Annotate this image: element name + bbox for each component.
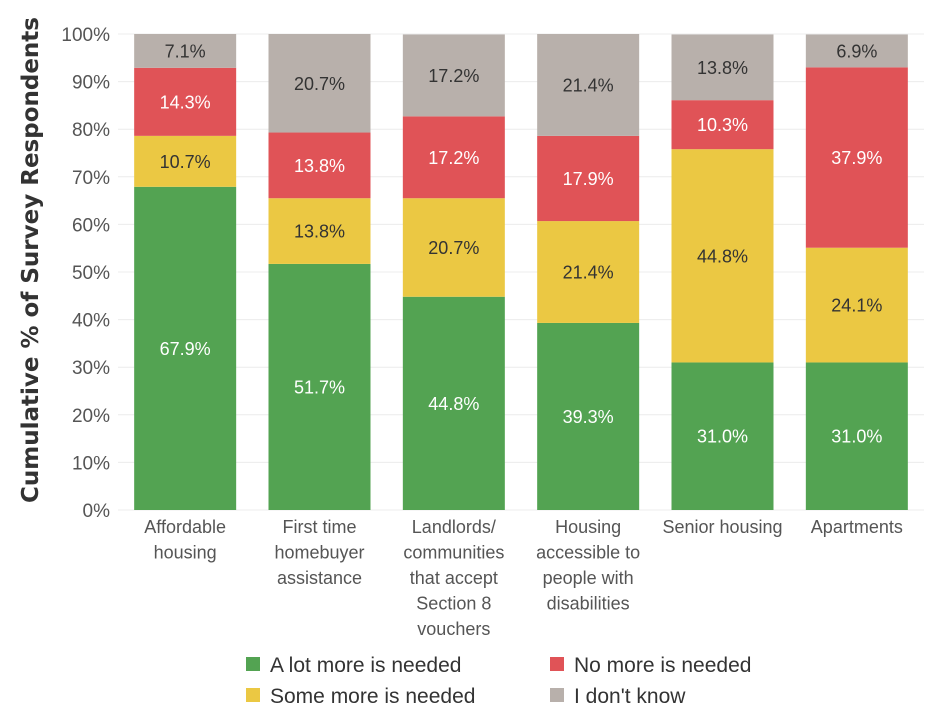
y-axis-label: Cumulative % of Survey Respondents: [18, 17, 44, 503]
data-label: 7.1%: [165, 41, 206, 61]
data-label: 24.1%: [831, 296, 882, 316]
data-label: 14.3%: [160, 92, 211, 112]
data-label: 13.8%: [697, 58, 748, 78]
y-tick-label: 40%: [72, 311, 110, 332]
bar-segment: [402, 198, 505, 297]
legend-swatch: [246, 657, 260, 671]
legend-label: A lot more is needed: [270, 654, 461, 677]
data-label: 10.7%: [160, 152, 211, 172]
legend-item: No more is needed: [550, 654, 751, 677]
y-tick-label: 0%: [83, 501, 111, 522]
legend: A lot more is needed No more is needed Som…: [246, 654, 751, 708]
y-tick-label: 30%: [72, 358, 110, 379]
bar-segment: [805, 67, 908, 248]
data-label: 13.8%: [294, 222, 345, 242]
bar-segment: [671, 100, 774, 150]
bar-segment: [402, 34, 505, 117]
y-tick-label: 70%: [72, 168, 110, 189]
bar-segment: [134, 34, 237, 68]
bar-segment: [134, 67, 237, 136]
y-axis-ticks: 0% 10% 20% 30% 40% 50% 60% 70% 80% 90% 100%: [61, 25, 110, 522]
data-label: 44.8%: [697, 246, 748, 266]
bars: 67.9% 10.7% 14.3% 7.1% 51.7% 13.8% 13.8% 20.7% 4…: [134, 34, 908, 510]
bar-segment: [268, 263, 371, 510]
grid-lines: [118, 33, 924, 511]
data-label: 67.9%: [160, 339, 211, 359]
legend-swatch: [550, 688, 564, 702]
x-tick-label: Apartments: [811, 517, 903, 537]
y-tick-label: 20%: [72, 406, 110, 427]
data-label: 51.7%: [294, 377, 345, 397]
data-label: 21.4%: [563, 75, 614, 95]
legend-swatch: [550, 657, 564, 671]
bar-segment: [671, 362, 774, 510]
data-label: 21.4%: [563, 263, 614, 283]
data-label: 37.9%: [831, 148, 882, 168]
bar-segment: [537, 135, 640, 222]
data-label: 6.9%: [836, 41, 877, 61]
bar-segment: [537, 221, 640, 323]
y-tick-label: 60%: [72, 215, 110, 236]
y-tick-label: 50%: [72, 263, 110, 284]
y-tick-label: 100%: [61, 25, 110, 46]
y-tick-label: 80%: [72, 120, 110, 141]
bar-segment: [671, 34, 774, 101]
data-label: 44.8%: [428, 394, 479, 414]
data-label: 10.3%: [697, 115, 748, 135]
bar-segment: [402, 296, 505, 510]
legend-label: I don't know: [574, 685, 686, 708]
x-tick-label: First time homebuyer assistance: [274, 517, 364, 588]
legend-item: A lot more is needed: [246, 654, 461, 677]
bar-segment: [537, 34, 640, 136]
bar-segment: [805, 247, 908, 363]
legend-item: I don't know: [550, 685, 686, 708]
legend-label: No more is needed: [574, 654, 751, 677]
x-tick-label: Affordable housing: [144, 517, 226, 563]
legend-item: Some more is needed: [246, 685, 475, 708]
data-label: 31.0%: [831, 427, 882, 447]
x-tick-label: Housing accessible to people with disabilit…: [536, 517, 640, 614]
bar-segment: [268, 132, 371, 199]
bar-segment: [805, 362, 908, 510]
bar-segment: [805, 34, 908, 68]
data-label: 17.2%: [428, 66, 479, 86]
bar-segment: [402, 116, 505, 199]
x-tick-label: Senior housing: [662, 517, 782, 537]
y-tick-label: 90%: [72, 73, 110, 94]
legend-label: Some more is needed: [270, 685, 475, 708]
data-label: 39.3%: [563, 407, 614, 427]
bar-segment: [268, 198, 371, 264]
bar-segment: [134, 135, 237, 187]
bar-segment: [671, 149, 774, 363]
bar-segment: [268, 34, 371, 133]
data-label: 31.0%: [697, 427, 748, 447]
x-axis-ticks: Affordable housing First time homebuyer assi…: [144, 517, 903, 639]
bar-segment: [537, 322, 640, 510]
bar-segment: [134, 186, 237, 510]
legend-swatch: [246, 688, 260, 702]
data-label: 17.2%: [428, 148, 479, 168]
data-label: 17.9%: [563, 169, 614, 189]
data-label: 20.7%: [294, 74, 345, 94]
data-label: 20.7%: [428, 238, 479, 258]
x-tick-label: Landlords/communities that accept Section …: [403, 517, 504, 639]
data-label: 13.8%: [294, 156, 345, 176]
y-tick-label: 10%: [72, 453, 110, 474]
